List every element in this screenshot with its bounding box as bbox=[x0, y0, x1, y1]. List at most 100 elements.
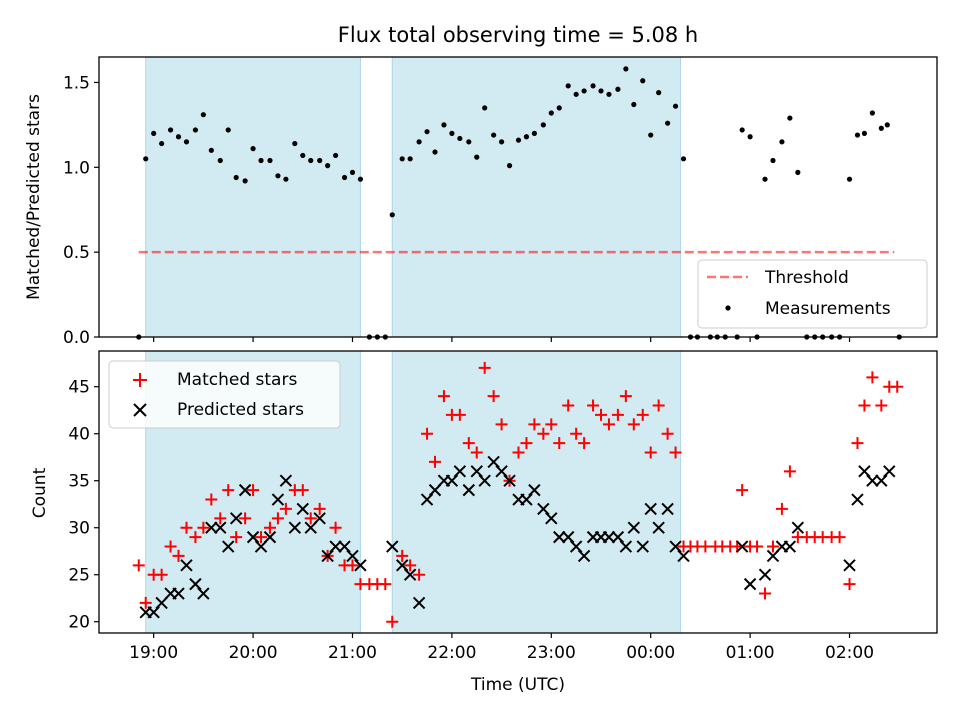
predicted-star-point bbox=[428, 483, 442, 497]
predicted-star-point bbox=[470, 465, 483, 478]
measurement-point bbox=[441, 122, 447, 128]
matched-star-point bbox=[891, 380, 904, 393]
measurement-point bbox=[598, 88, 604, 94]
y-tick-label: 25 bbox=[68, 566, 90, 586]
legend-measurements-label: Measurements bbox=[765, 299, 891, 319]
matched-star-point bbox=[222, 484, 235, 497]
predicted-star-point bbox=[652, 521, 665, 534]
top-legend-box bbox=[697, 259, 928, 329]
matched-star-point bbox=[239, 512, 252, 525]
measurement-point bbox=[787, 115, 793, 121]
predicted-star-point bbox=[537, 502, 550, 516]
predicted-star-point bbox=[403, 568, 417, 581]
measurement-point bbox=[175, 134, 182, 140]
measurement-point bbox=[357, 176, 364, 182]
predicted-star-point bbox=[875, 474, 888, 487]
predicted-star-point bbox=[758, 568, 772, 581]
measurement-point bbox=[672, 103, 679, 109]
predicted-star-point bbox=[783, 540, 797, 553]
measurement-point bbox=[292, 140, 298, 147]
measurement-point bbox=[225, 127, 231, 133]
predicted-star-point bbox=[766, 549, 780, 563]
chart-title: Flux total observing time = 5.08 h bbox=[338, 23, 698, 47]
predicted-star-point bbox=[677, 549, 690, 563]
measurement-point bbox=[283, 176, 289, 182]
measurement-point bbox=[208, 147, 214, 153]
x-tick-label: 19:00 bbox=[129, 643, 178, 663]
y-tick-label: 0.0 bbox=[63, 328, 90, 348]
predicted-star-point bbox=[229, 512, 243, 525]
matched-star-point bbox=[346, 559, 359, 572]
measurement-point bbox=[275, 173, 281, 179]
matched-star-point bbox=[528, 418, 541, 431]
measurement-point bbox=[300, 152, 306, 159]
predicted-star-point bbox=[197, 587, 210, 600]
measurement-point bbox=[183, 139, 190, 145]
matched-star-point bbox=[636, 408, 649, 421]
legend-measurements-swatch bbox=[725, 305, 731, 311]
predicted-star-point bbox=[478, 474, 491, 487]
predicted-star-point bbox=[238, 483, 252, 497]
matched-star-point bbox=[155, 568, 168, 581]
top-panel: 0.0 0.5 1.0 1.5 Matched/Predicted stars Thr… bbox=[24, 56, 938, 348]
x-tick-label: 20:00 bbox=[229, 643, 278, 663]
x-tick-label: 21:00 bbox=[328, 643, 377, 663]
matched-star-point bbox=[470, 446, 483, 459]
measurement-point bbox=[250, 146, 256, 152]
bottom-panel: 20 25 30 35 40 45 19:00 20:00 21:00 22:00 23:00 00… bbox=[30, 350, 938, 695]
matched-star-point bbox=[304, 512, 317, 525]
predicted-star-point bbox=[735, 540, 749, 553]
matched-star-point bbox=[652, 399, 665, 412]
measurement-point bbox=[515, 137, 522, 143]
matched-star-point bbox=[587, 399, 600, 412]
measurement-point bbox=[523, 134, 530, 140]
matched-star-point bbox=[386, 615, 399, 628]
measurement-point bbox=[332, 152, 339, 159]
predicted-star-point bbox=[553, 530, 566, 544]
measurement-point bbox=[762, 176, 768, 182]
predicted-star-point bbox=[386, 540, 399, 553]
matched-star-point bbox=[866, 371, 879, 384]
shaded-interval-0 bbox=[145, 56, 361, 338]
predicted-star-point bbox=[222, 540, 235, 553]
measurement-point bbox=[349, 169, 356, 175]
y-tick-label: 0.5 bbox=[63, 243, 90, 263]
predicted-star-point bbox=[636, 540, 649, 553]
measurement-point bbox=[631, 101, 637, 108]
measurement-point bbox=[531, 130, 538, 136]
measurement-point bbox=[308, 157, 314, 164]
predicted-star-point bbox=[495, 465, 508, 478]
measurement-point bbox=[317, 157, 323, 164]
y-tick-label: 35 bbox=[68, 472, 90, 492]
matched-star-point bbox=[462, 437, 475, 450]
measurement-point bbox=[884, 122, 890, 128]
measurement-point bbox=[747, 134, 753, 140]
matched-star-point bbox=[413, 568, 426, 581]
matched-star-point bbox=[669, 446, 682, 459]
matched-star-point bbox=[611, 408, 624, 421]
predicted-star-point bbox=[611, 530, 625, 544]
matched-star-point bbox=[247, 484, 260, 497]
measurement-point bbox=[861, 130, 868, 136]
predicted-star-point bbox=[412, 596, 426, 610]
matched-star-point bbox=[562, 399, 575, 412]
measurement-point bbox=[565, 83, 571, 89]
matched-star-point bbox=[570, 427, 583, 440]
matched-star-point bbox=[404, 559, 417, 572]
matched-star-point bbox=[751, 540, 764, 553]
measurement-point bbox=[540, 122, 546, 128]
top-y-axis-label: Matched/Predicted stars bbox=[24, 94, 44, 300]
measurement-point bbox=[770, 157, 776, 164]
predicted-star-point bbox=[155, 596, 168, 610]
predicted-star-point bbox=[420, 493, 434, 506]
matched-star-point bbox=[421, 427, 434, 440]
matched-star-point bbox=[172, 549, 185, 562]
predicted-star-point bbox=[577, 549, 591, 563]
predicted-star-point bbox=[313, 512, 326, 525]
predicted-star-point bbox=[346, 549, 359, 563]
x-axis-label: Time (UTC) bbox=[470, 675, 565, 695]
predicted-star-point bbox=[271, 493, 285, 506]
matched-star-point bbox=[766, 540, 779, 553]
y-tick-label: 45 bbox=[68, 378, 90, 398]
measurement-point bbox=[590, 83, 596, 89]
